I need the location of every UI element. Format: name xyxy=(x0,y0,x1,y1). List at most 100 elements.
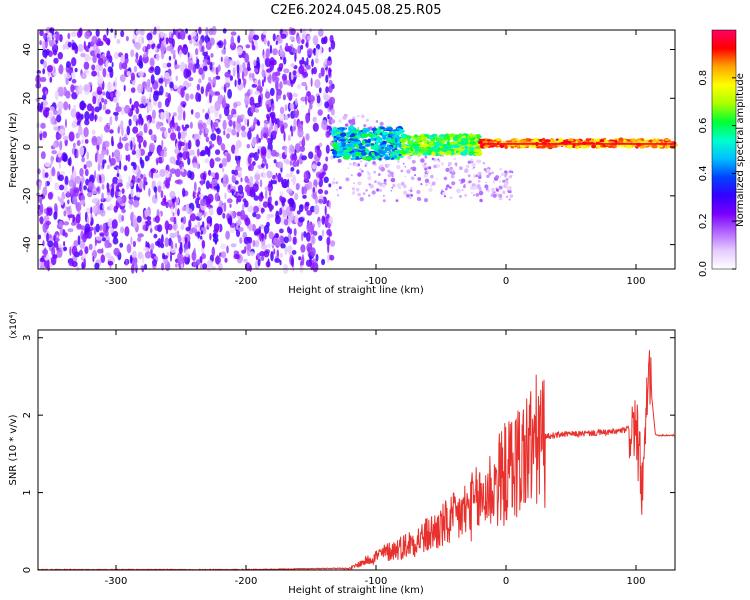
noise-cell xyxy=(229,75,233,81)
noise-cell xyxy=(179,49,182,58)
noise-cell xyxy=(250,125,254,130)
halo-cell xyxy=(400,169,404,173)
spectrogram-y-ticks: -40 -20 0 20 40 xyxy=(22,43,675,253)
noise-cell xyxy=(327,222,331,229)
noise-cell xyxy=(131,104,134,111)
noise-cell xyxy=(216,128,221,135)
noise-cell xyxy=(318,72,322,79)
noise-cell xyxy=(252,240,256,247)
noise-cell xyxy=(253,195,260,201)
noise-cell xyxy=(154,47,157,53)
noise-cell xyxy=(57,149,62,158)
noise-cell xyxy=(164,220,170,231)
signal-cell xyxy=(371,153,376,157)
noise-cell xyxy=(240,209,246,220)
noise-cell xyxy=(278,119,284,128)
halo-cell xyxy=(479,198,483,203)
signal-cell xyxy=(392,129,399,132)
noise-cell xyxy=(207,82,211,92)
noise-cell xyxy=(286,188,293,194)
signal-cell xyxy=(405,145,411,148)
noise-cell xyxy=(202,65,208,72)
noise-cell xyxy=(130,87,136,93)
noise-cell xyxy=(87,191,93,198)
noise-cell xyxy=(231,190,234,196)
noise-cell xyxy=(146,216,152,221)
halo-cell xyxy=(372,161,376,165)
noise-cell xyxy=(138,61,144,69)
noise-cell xyxy=(247,61,251,72)
signal-cell xyxy=(428,136,432,139)
noise-cell xyxy=(187,62,194,71)
noise-cell xyxy=(255,102,261,108)
halo-cell xyxy=(510,175,513,177)
noise-cell xyxy=(257,148,260,155)
noise-cell xyxy=(84,246,89,255)
noise-cell xyxy=(55,133,62,140)
signal-cell xyxy=(447,141,450,145)
noise-cell xyxy=(157,101,162,109)
halo-cell xyxy=(433,164,437,169)
halo-cell xyxy=(353,182,355,185)
noise-cell xyxy=(79,240,86,250)
noise-cell xyxy=(196,83,201,91)
noise-cell xyxy=(114,76,118,87)
noise-cell xyxy=(65,74,72,79)
noise-cell xyxy=(99,209,106,217)
noise-cell xyxy=(272,174,276,180)
noise-cell xyxy=(282,94,286,101)
halo-cell xyxy=(456,188,461,194)
noise-cell xyxy=(175,205,177,216)
noise-cell xyxy=(85,160,93,168)
noise-cell xyxy=(319,142,323,147)
noise-cell xyxy=(310,77,313,87)
noise-cell xyxy=(208,140,213,145)
noise-cell xyxy=(269,87,275,97)
noise-cell xyxy=(140,173,144,179)
noise-cell xyxy=(212,76,216,87)
noise-cell xyxy=(101,237,106,242)
noise-cell xyxy=(58,64,64,75)
noise-cell xyxy=(160,31,165,39)
noise-cell xyxy=(224,58,230,69)
noise-cell xyxy=(328,200,331,209)
noise-cell xyxy=(43,99,47,107)
halo-cell xyxy=(476,184,481,189)
noise-cell xyxy=(113,51,119,60)
halo-cell xyxy=(478,174,482,178)
halo-cell xyxy=(380,166,386,172)
signal-cell xyxy=(595,139,601,142)
noise-cell xyxy=(89,174,95,184)
noise-cell xyxy=(249,176,254,184)
noise-cell xyxy=(45,207,50,216)
noise-cell xyxy=(42,68,46,75)
noise-cell xyxy=(271,75,275,82)
noise-cell xyxy=(94,170,97,179)
noise-cell xyxy=(91,35,98,45)
halo-cell xyxy=(502,179,506,183)
halo-cell xyxy=(351,187,355,191)
noise-cell xyxy=(182,44,188,49)
noise-cell xyxy=(241,130,247,138)
halo-cell xyxy=(469,160,472,163)
noise-cell xyxy=(223,38,226,48)
noise-cell xyxy=(252,161,256,166)
noise-cell xyxy=(326,236,331,246)
noise-cell xyxy=(103,98,108,105)
noise-cell xyxy=(154,215,160,224)
noise-cell xyxy=(51,166,56,177)
noise-cell xyxy=(130,72,135,81)
noise-cell xyxy=(109,203,113,211)
noise-cell xyxy=(222,212,226,219)
noise-cell xyxy=(43,208,47,214)
noise-cell xyxy=(159,168,166,178)
noise-cell xyxy=(113,247,120,256)
signal-region xyxy=(329,113,679,203)
y-tick-label: 0 xyxy=(22,567,33,573)
spectrogram-frame xyxy=(37,29,676,270)
noise-cell xyxy=(267,40,270,47)
signal-cell xyxy=(411,142,419,144)
noise-cell xyxy=(277,161,284,169)
noise-cell xyxy=(171,33,174,38)
halo-cell xyxy=(431,157,435,161)
